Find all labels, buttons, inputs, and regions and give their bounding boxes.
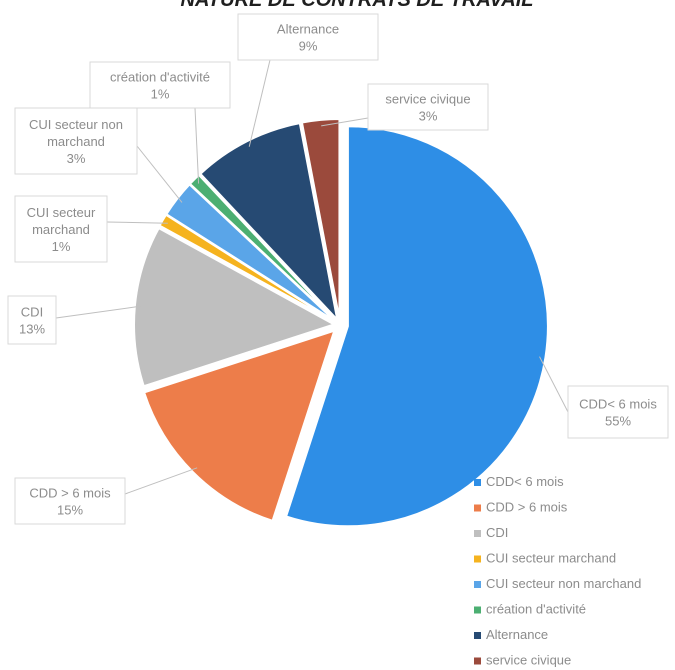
data-label-service-civique: service civique 3% — [367, 83, 489, 131]
data-label-box — [367, 83, 489, 131]
legend-swatch — [474, 479, 481, 486]
legend-swatch — [474, 530, 481, 537]
legend-swatch — [474, 606, 481, 614]
data-label-text: 3% — [67, 151, 86, 166]
legend-item-cdd-6-mois: CDD< 6 mois — [474, 474, 564, 489]
leader-line-cdd-6-mois — [539, 356, 569, 413]
data-label-box — [7, 295, 57, 345]
data-label-text: 13% — [19, 322, 45, 337]
pie-slice-creation-d-activite — [188, 173, 337, 322]
data-label-text: CDD< 6 mois — [579, 397, 657, 412]
legend-swatch — [474, 581, 481, 588]
data-label-text: Alternance — [277, 22, 339, 37]
legend-label: CUI secteur marchand — [486, 551, 616, 566]
legend-item-service-civique: service civique — [474, 653, 571, 668]
data-label-text: 1% — [151, 87, 170, 102]
pie-slices — [133, 118, 549, 528]
pie-slice-cdd-6-mois — [142, 329, 336, 523]
pie-slice-service-civique — [300, 118, 341, 320]
legend-label: CDD > 6 mois — [486, 500, 568, 515]
data-label-text: 55% — [605, 414, 631, 429]
legend-item-cdi: CDI — [474, 525, 508, 540]
legend-swatch — [474, 504, 481, 512]
data-label-box — [14, 107, 138, 175]
legend-label: service civique — [486, 653, 571, 668]
data-label-creation-d-activite: création d'activité 1% — [89, 61, 231, 109]
data-label-box — [237, 13, 379, 61]
legend-label: CDD< 6 mois — [486, 474, 564, 489]
data-label-text: marchand — [32, 222, 90, 237]
legend-swatch — [474, 632, 481, 639]
data-label-box — [14, 477, 126, 525]
legend-swatch — [474, 555, 481, 563]
data-label-box — [567, 385, 669, 439]
data-label-text: 15% — [57, 503, 83, 518]
data-label-text: création d'activité — [110, 70, 210, 85]
leader-line-cdd-6-mois — [124, 467, 198, 495]
data-label-text: service civique — [385, 92, 470, 107]
data-label-text: CUI secteur — [27, 205, 96, 220]
leader-line-cui-secteur-marchand — [106, 221, 168, 224]
data-label-box — [14, 195, 108, 263]
data-label-cui-secteur-marchand: CUI secteur marchand 1% — [14, 195, 108, 263]
data-label-cdd-6-mois: CDD< 6 mois 55% — [567, 385, 669, 439]
legend-item-cui-secteur-marchand: CUI secteur marchand — [474, 551, 616, 566]
chart-title: NATURE DE CONTRATS DE TRAVAIL — [181, 0, 534, 11]
data-label-text: CUI secteur non — [29, 117, 123, 132]
pie-slice-alternance — [198, 122, 339, 323]
legend-swatch — [474, 657, 481, 665]
data-label-box — [89, 61, 231, 109]
data-label-alternance: Alternance 9% — [237, 13, 379, 61]
data-label-text: 1% — [52, 239, 71, 254]
data-label-text: 3% — [419, 109, 438, 124]
leader-line-alternance — [248, 59, 271, 147]
leader-line-cui-secteur-non-marchand — [136, 145, 183, 203]
data-label-text: CDI — [21, 305, 43, 320]
data-label-cui-secteur-non-marchand: CUI secteur non marchand 3% — [14, 107, 138, 175]
pie-slice-cdd-6-mois — [284, 125, 549, 528]
legend-label: CUI secteur non marchand — [486, 576, 641, 591]
legend-item-creation-d-activite: création d'activité — [474, 602, 586, 617]
leader-line-service-civique — [321, 117, 369, 127]
legend-item-alternance: Alternance — [474, 627, 548, 642]
pie-slice-cdi — [133, 226, 337, 388]
data-label-text: 9% — [299, 39, 318, 54]
data-label-text: CDD > 6 mois — [29, 486, 111, 501]
legend-item-cui-secteur-non-marchand: CUI secteur non marchand — [474, 576, 641, 591]
label-leader-lines — [55, 59, 569, 495]
legend-label: Alternance — [486, 627, 548, 642]
data-label-text: marchand — [47, 134, 105, 149]
legend-label: CDI — [486, 525, 508, 540]
data-label-cdi: CDI 13% — [7, 295, 57, 345]
data-label-cdd-6-mois: CDD > 6 mois 15% — [14, 477, 126, 525]
legend: CDD< 6 mois CDD > 6 mois CDI CUI secteur ma… — [474, 474, 641, 668]
legend-label: création d'activité — [486, 602, 586, 617]
leader-line-cdi — [55, 305, 141, 319]
data-labels: CDD< 6 mois 55% CDD > 6 mois 15% CDI 13% CUI s… — [7, 13, 669, 525]
legend-item-cdd-6-mois: CDD > 6 mois — [474, 500, 568, 515]
leader-line-creation-d-activite — [194, 107, 200, 184]
